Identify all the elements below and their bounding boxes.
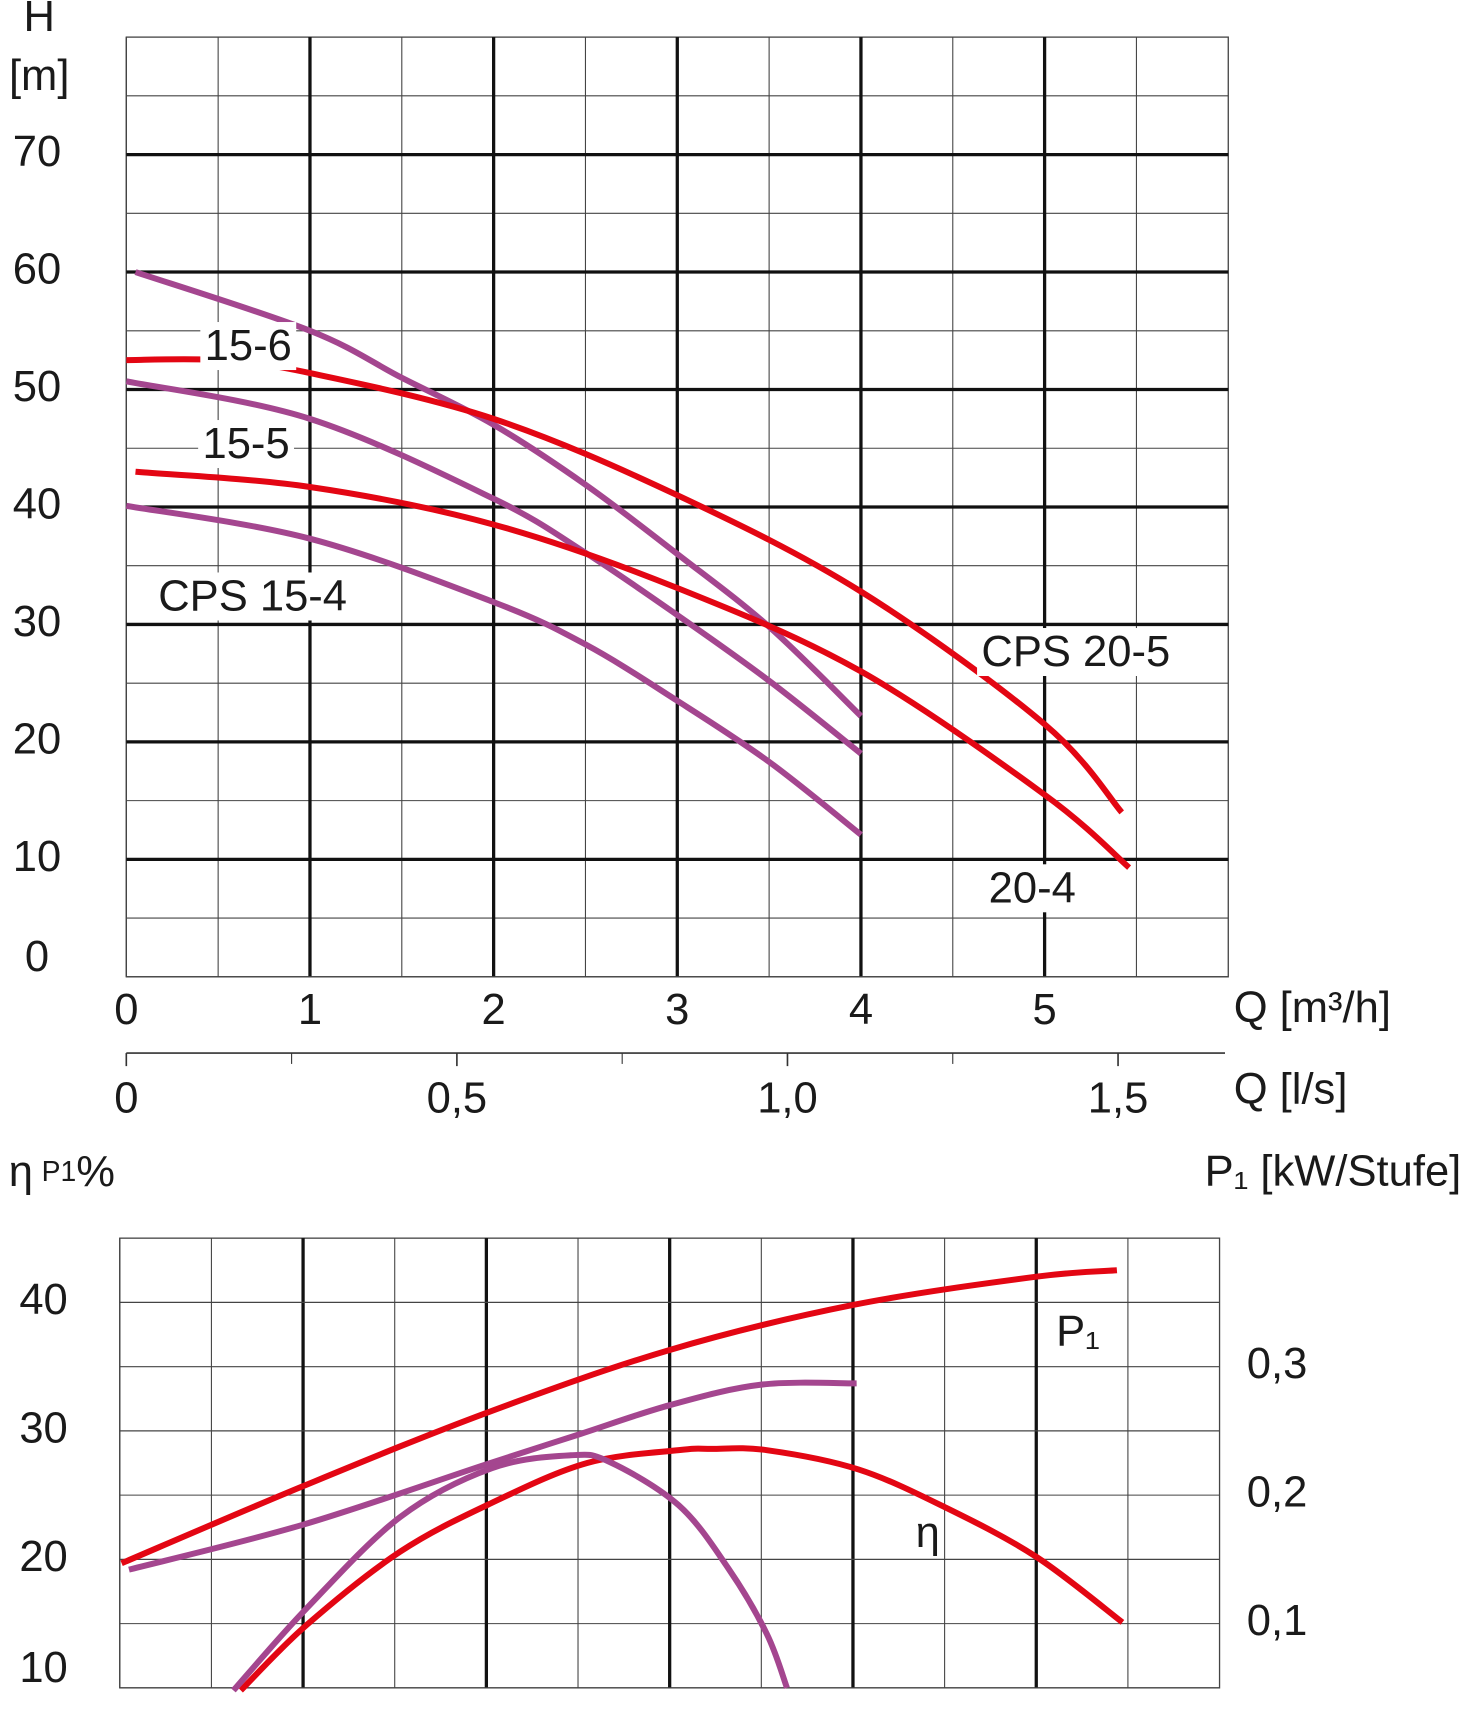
- x-tick-label: 5: [1032, 986, 1056, 1034]
- y2-tick-label: 0,3: [1247, 1340, 1308, 1388]
- x2-tick-label: 0,5: [427, 1074, 488, 1122]
- curve: [125, 378, 863, 756]
- y-tick-label: 10: [19, 1644, 67, 1692]
- curve-label: η: [916, 1509, 940, 1557]
- curve: [128, 1379, 857, 1573]
- y-label-p1: P1: [42, 1155, 77, 1187]
- curve-label-bg: [984, 864, 1081, 913]
- x-tick-label: 1: [298, 986, 322, 1034]
- x-tick-label: 3: [665, 986, 689, 1034]
- curve-label: 15-5: [203, 420, 290, 468]
- y-tick-label: 40: [13, 480, 61, 528]
- x2-tick-label: 1,5: [1088, 1074, 1149, 1122]
- curve-label-bg: [977, 628, 1175, 677]
- curve-label: P₁: [1056, 1307, 1100, 1355]
- y-axis-label: η P1%: [9, 1147, 115, 1195]
- x-axis-label: Q [m³/h]: [1234, 984, 1391, 1032]
- x2-tick-label: 0: [114, 1074, 138, 1122]
- curve: [231, 1451, 790, 1693]
- curve-label-bg: [153, 572, 352, 621]
- y-label-pct: %: [76, 1147, 115, 1195]
- y-tick-label: 40: [19, 1276, 67, 1324]
- curve: [125, 502, 863, 838]
- y2-tick-label: 0,1: [1247, 1597, 1308, 1645]
- y2-tick-label: 0,2: [1247, 1469, 1308, 1517]
- y-tick-label: 60: [13, 246, 61, 294]
- curve-label-bg: [200, 322, 297, 371]
- y-tick-label: 0: [25, 933, 49, 981]
- x-tick-label: 4: [849, 986, 873, 1034]
- y-axis-unit: [m]: [9, 52, 69, 100]
- curve: [120, 1267, 1118, 1566]
- x2-axis-label: Q [l/s]: [1234, 1066, 1348, 1114]
- y-tick-label: 70: [13, 128, 61, 176]
- y-tick-label: 50: [13, 363, 61, 411]
- curve: [135, 468, 1132, 870]
- y-tick-label: 20: [19, 1533, 67, 1581]
- curve-label: CPS 20-5: [981, 628, 1170, 676]
- y-label-eta: η: [9, 1147, 33, 1195]
- y-tick-label: 30: [19, 1404, 67, 1452]
- x-tick-label: 2: [482, 986, 506, 1034]
- y2-axis-label: P₁ [kW/Stufe]: [1205, 1147, 1462, 1195]
- y-tick-label: 20: [13, 715, 61, 763]
- y-tick-label: 10: [13, 833, 61, 881]
- curve: [238, 1445, 1125, 1693]
- x2-tick-label: 1,0: [757, 1074, 818, 1122]
- curve-label: 15-6: [205, 322, 292, 370]
- y-tick-label: 30: [13, 598, 61, 646]
- curve-label: CPS 15-4: [158, 572, 347, 620]
- curve-label: 20-4: [989, 864, 1076, 912]
- y-axis-label: H: [23, 0, 54, 41]
- x-tick-label: 0: [114, 986, 138, 1034]
- curve-label-bg: [198, 420, 295, 469]
